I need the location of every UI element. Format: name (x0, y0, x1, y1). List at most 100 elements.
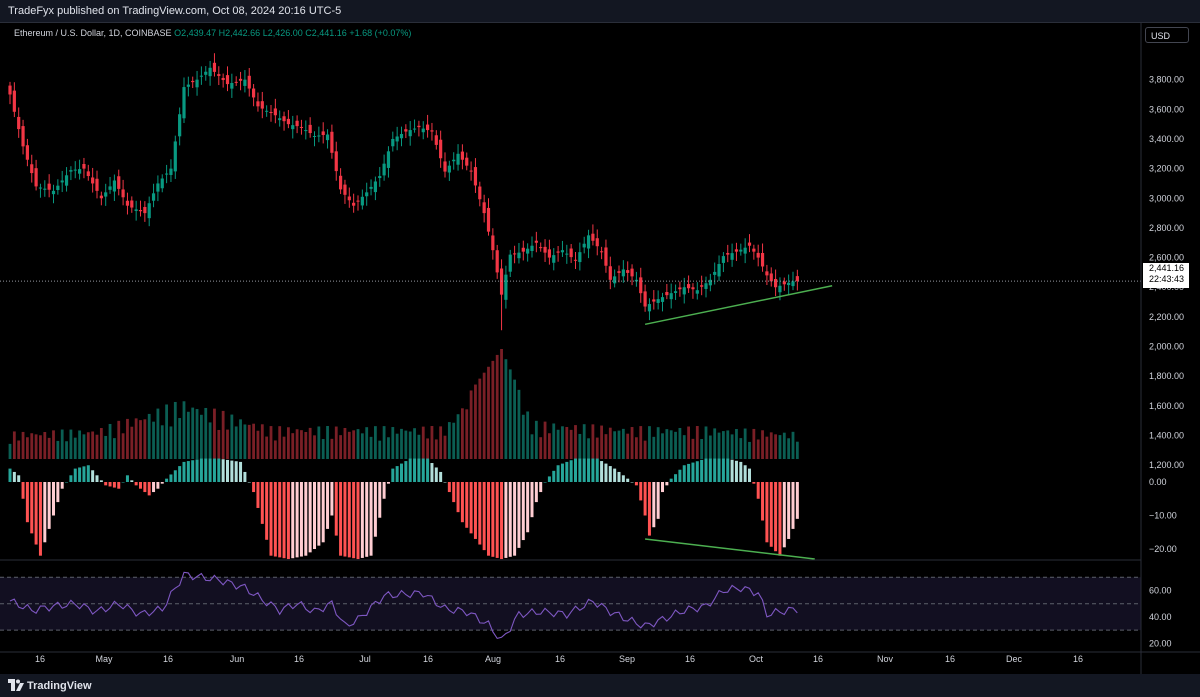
candle-body (456, 153, 460, 165)
time-axis-tick: May (95, 654, 113, 664)
momentum-bar (295, 482, 299, 558)
volume-bar (461, 408, 464, 459)
candle-body (395, 136, 399, 142)
candle-body (347, 196, 351, 201)
momentum-bar (748, 468, 751, 482)
momentum-bar (700, 459, 704, 482)
momentum-bar (647, 482, 651, 536)
candle-body (760, 253, 765, 267)
volume-bar (417, 434, 421, 459)
momentum-divergence-line (645, 538, 815, 560)
volume-bar (234, 426, 238, 459)
volume-bar (134, 418, 138, 459)
momentum-bar (587, 458, 591, 482)
volume-bar (787, 438, 791, 459)
momentum-bar (426, 458, 430, 482)
volume-bar (517, 389, 521, 459)
volume-bar (265, 436, 269, 459)
volume-bar (447, 422, 451, 459)
candle-body (38, 187, 43, 189)
volume-bar (578, 433, 582, 459)
volume-bar (582, 424, 586, 459)
candle-body (99, 195, 103, 199)
volume-bar (478, 378, 482, 459)
volume-bar (413, 428, 416, 459)
volume-bar (426, 438, 429, 459)
momentum-bar (669, 478, 673, 482)
volume-bar (482, 372, 486, 459)
momentum-bar (543, 482, 547, 483)
momentum-bar (687, 463, 691, 482)
chart-frame (0, 22, 1200, 675)
momentum-bar (787, 482, 791, 539)
volume-bar (86, 432, 90, 459)
volume-bar (556, 429, 560, 459)
volume-bar (247, 424, 251, 459)
last-price-value: 2,441.16 (1149, 263, 1185, 273)
brand-name[interactable]: TradingView (27, 680, 92, 692)
publisher-line: TradeFyx published on TradingView.com, O… (8, 5, 342, 17)
momentum-bar (665, 482, 669, 486)
volume-bar (208, 422, 212, 459)
volume-bar (287, 427, 290, 459)
volume-bar (343, 427, 347, 459)
momentum-bar (321, 482, 325, 543)
volume-bar (30, 433, 34, 459)
momentum-bar (678, 469, 682, 482)
candle-body (573, 259, 578, 261)
rsi-axis-tick: 40.00 (1149, 612, 1172, 622)
momentum-bar (234, 461, 238, 482)
candle-body (208, 67, 212, 77)
momentum-bar (608, 466, 612, 482)
momentum-bar (526, 482, 530, 533)
volume-bar (278, 426, 282, 459)
candle-body (8, 85, 12, 95)
momentum-bar (69, 475, 73, 482)
candle-body (186, 84, 190, 87)
candle-body (421, 128, 425, 133)
volume-bar (408, 431, 412, 459)
momentum-bar (108, 482, 112, 487)
momentum-bar (182, 461, 186, 482)
momentum-bar (782, 482, 786, 548)
volume-bars (8, 349, 799, 459)
volume-bar (421, 426, 425, 459)
volume-bar (130, 426, 134, 459)
momentum-bar (517, 482, 521, 548)
candle-body (739, 249, 743, 252)
candle-body (34, 168, 38, 187)
momentum-bar (778, 482, 782, 556)
tradingview-footer: TradingView (0, 674, 1200, 697)
momentum-bar (243, 471, 247, 482)
volume-bar (726, 430, 730, 459)
volume-bar (230, 414, 234, 459)
volume-bar (217, 429, 221, 459)
momentum-bar (460, 482, 464, 523)
tradingview-logo-icon[interactable] (8, 679, 24, 691)
volume-bar (339, 435, 342, 459)
momentum-bar (43, 482, 47, 543)
volume-bar (513, 379, 516, 459)
time-axis-tick: 16 (35, 654, 45, 664)
time-axis-tick: Nov (877, 654, 894, 664)
currency-button[interactable]: USD (1145, 27, 1189, 43)
momentum-bar (465, 482, 469, 528)
momentum-bar (652, 482, 656, 528)
candle-body (586, 235, 591, 249)
volume-bar (330, 438, 334, 459)
volume-bar (252, 423, 255, 459)
momentum-bar (8, 468, 12, 482)
momentum-bar (130, 480, 134, 482)
volume-bar (126, 418, 129, 459)
volume-bar (26, 437, 29, 459)
volume-bar (378, 440, 382, 459)
momentum-bar (717, 458, 721, 482)
candle-body (704, 283, 708, 289)
candle-body (178, 114, 182, 137)
momentum-bar (621, 475, 625, 482)
momentum-bar (704, 458, 708, 482)
momentum-bar (521, 482, 525, 541)
time-axis-tick: 16 (423, 654, 433, 664)
momentum-bar (217, 458, 221, 482)
